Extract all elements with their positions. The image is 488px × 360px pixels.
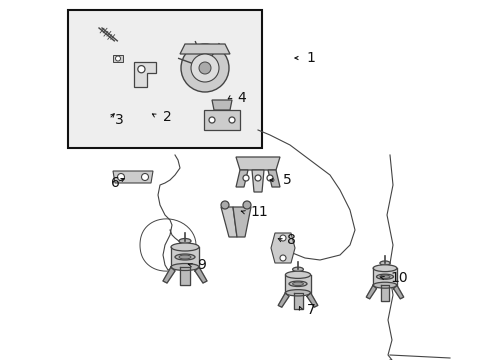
Polygon shape [285, 275, 310, 293]
Polygon shape [270, 233, 294, 263]
Polygon shape [163, 267, 175, 283]
Polygon shape [380, 285, 388, 301]
Ellipse shape [285, 271, 310, 278]
Polygon shape [251, 170, 264, 192]
Polygon shape [221, 207, 237, 237]
Ellipse shape [175, 254, 195, 260]
Polygon shape [278, 293, 288, 307]
Text: 7: 7 [306, 303, 315, 317]
Bar [113, 55, 123, 62]
Circle shape [280, 235, 285, 241]
Ellipse shape [179, 238, 191, 243]
Circle shape [115, 56, 120, 61]
Polygon shape [113, 171, 153, 183]
Polygon shape [306, 293, 317, 307]
Text: 11: 11 [249, 205, 267, 219]
Ellipse shape [372, 282, 396, 288]
Ellipse shape [292, 267, 303, 272]
Ellipse shape [171, 264, 199, 270]
Circle shape [141, 174, 148, 180]
Text: 6: 6 [111, 176, 120, 190]
Text: 4: 4 [237, 91, 245, 105]
Polygon shape [203, 110, 240, 130]
Ellipse shape [379, 261, 389, 265]
Polygon shape [195, 267, 206, 283]
Circle shape [254, 175, 261, 181]
Text: 2: 2 [163, 110, 171, 124]
Circle shape [199, 62, 210, 74]
Circle shape [138, 66, 145, 73]
Ellipse shape [372, 265, 396, 271]
Circle shape [208, 117, 215, 123]
Polygon shape [134, 62, 156, 87]
Circle shape [221, 201, 228, 209]
Text: 1: 1 [305, 51, 314, 65]
Ellipse shape [379, 275, 389, 278]
Ellipse shape [179, 255, 191, 259]
Circle shape [191, 54, 219, 82]
Circle shape [243, 201, 250, 209]
Polygon shape [366, 285, 376, 299]
Circle shape [228, 117, 235, 123]
Polygon shape [180, 267, 190, 285]
Ellipse shape [288, 281, 306, 287]
Polygon shape [293, 293, 302, 309]
Polygon shape [236, 170, 247, 187]
Text: 5: 5 [283, 173, 291, 187]
Text: 9: 9 [197, 258, 205, 272]
Ellipse shape [285, 290, 310, 296]
Polygon shape [212, 100, 231, 110]
Polygon shape [393, 285, 403, 299]
Polygon shape [236, 157, 280, 170]
Ellipse shape [171, 243, 199, 251]
Polygon shape [372, 268, 396, 285]
Ellipse shape [292, 282, 303, 285]
Bar [68, 10, 262, 148]
Circle shape [243, 175, 248, 181]
Ellipse shape [376, 274, 393, 279]
Polygon shape [232, 207, 250, 237]
Text: 8: 8 [286, 233, 295, 247]
Circle shape [117, 174, 124, 180]
Polygon shape [180, 44, 229, 54]
Circle shape [266, 175, 272, 181]
Text: 10: 10 [389, 271, 407, 285]
Text: 3: 3 [115, 113, 123, 127]
Polygon shape [267, 170, 280, 187]
Circle shape [181, 44, 228, 92]
Circle shape [280, 255, 285, 261]
Polygon shape [171, 247, 199, 267]
